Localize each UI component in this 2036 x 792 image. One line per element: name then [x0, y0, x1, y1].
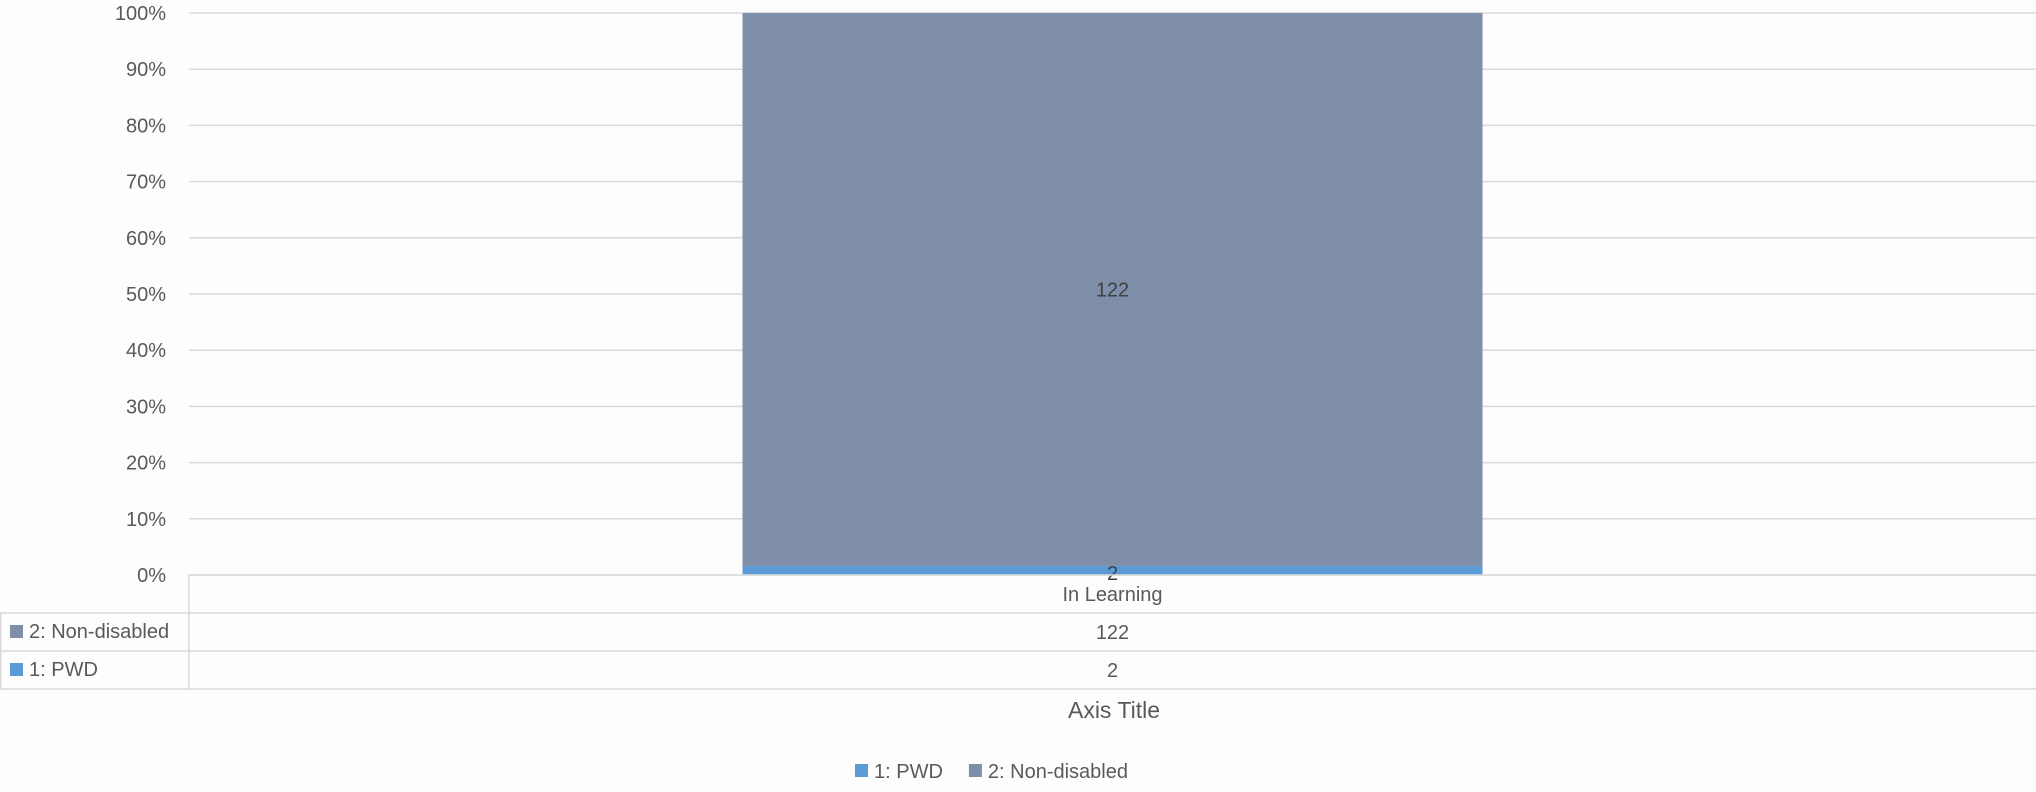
- data-label: 122: [1096, 279, 1129, 301]
- bar-segment: [742, 13, 1483, 566]
- legend: 1: PWD 2: Non-disabled: [855, 761, 1128, 783]
- table-cell-value: 122: [1096, 622, 1129, 644]
- table-series-name: 1: PWD: [29, 659, 98, 681]
- y-tick-label: 50%: [126, 284, 166, 306]
- table-series-name: 2: Non-disabled: [29, 621, 169, 643]
- y-tick-label: 60%: [126, 228, 166, 250]
- y-tick-label: 40%: [126, 340, 166, 362]
- legend-label: 2: Non-disabled: [988, 761, 1128, 783]
- legend-key: [855, 764, 868, 777]
- table-cell-value: 2: [1107, 660, 1118, 682]
- y-tick-label: 100%: [115, 3, 166, 25]
- legend-label: 1: PWD: [874, 761, 943, 783]
- data-labels: 2 122: [1096, 279, 1129, 585]
- y-tick-label: 10%: [126, 509, 166, 531]
- bars: [742, 13, 1483, 575]
- y-tick-label: 70%: [126, 172, 166, 194]
- legend-key: [968, 764, 982, 777]
- y-axis-ticks: 0% 10% 20% 30% 40% 50% 60% 70% 80% 90% 100%: [115, 3, 166, 587]
- y-tick-label: 80%: [126, 115, 166, 137]
- table-legend-key: [10, 625, 23, 638]
- category-label: In Learning: [1062, 584, 1162, 606]
- y-tick-label: 0%: [137, 565, 166, 587]
- data-table: In Learning 2: Non-disabled 122 1: PWD 2: [0, 574, 2036, 690]
- bar-segment: [742, 565, 1483, 575]
- table-legend-key: [10, 663, 23, 676]
- y-tick-label: 30%: [126, 396, 166, 418]
- y-tick-label: 20%: [126, 453, 166, 475]
- x-axis-title: Axis Title: [1068, 697, 1160, 723]
- data-label: 2: [1107, 563, 1118, 585]
- y-tick-label: 90%: [126, 59, 166, 81]
